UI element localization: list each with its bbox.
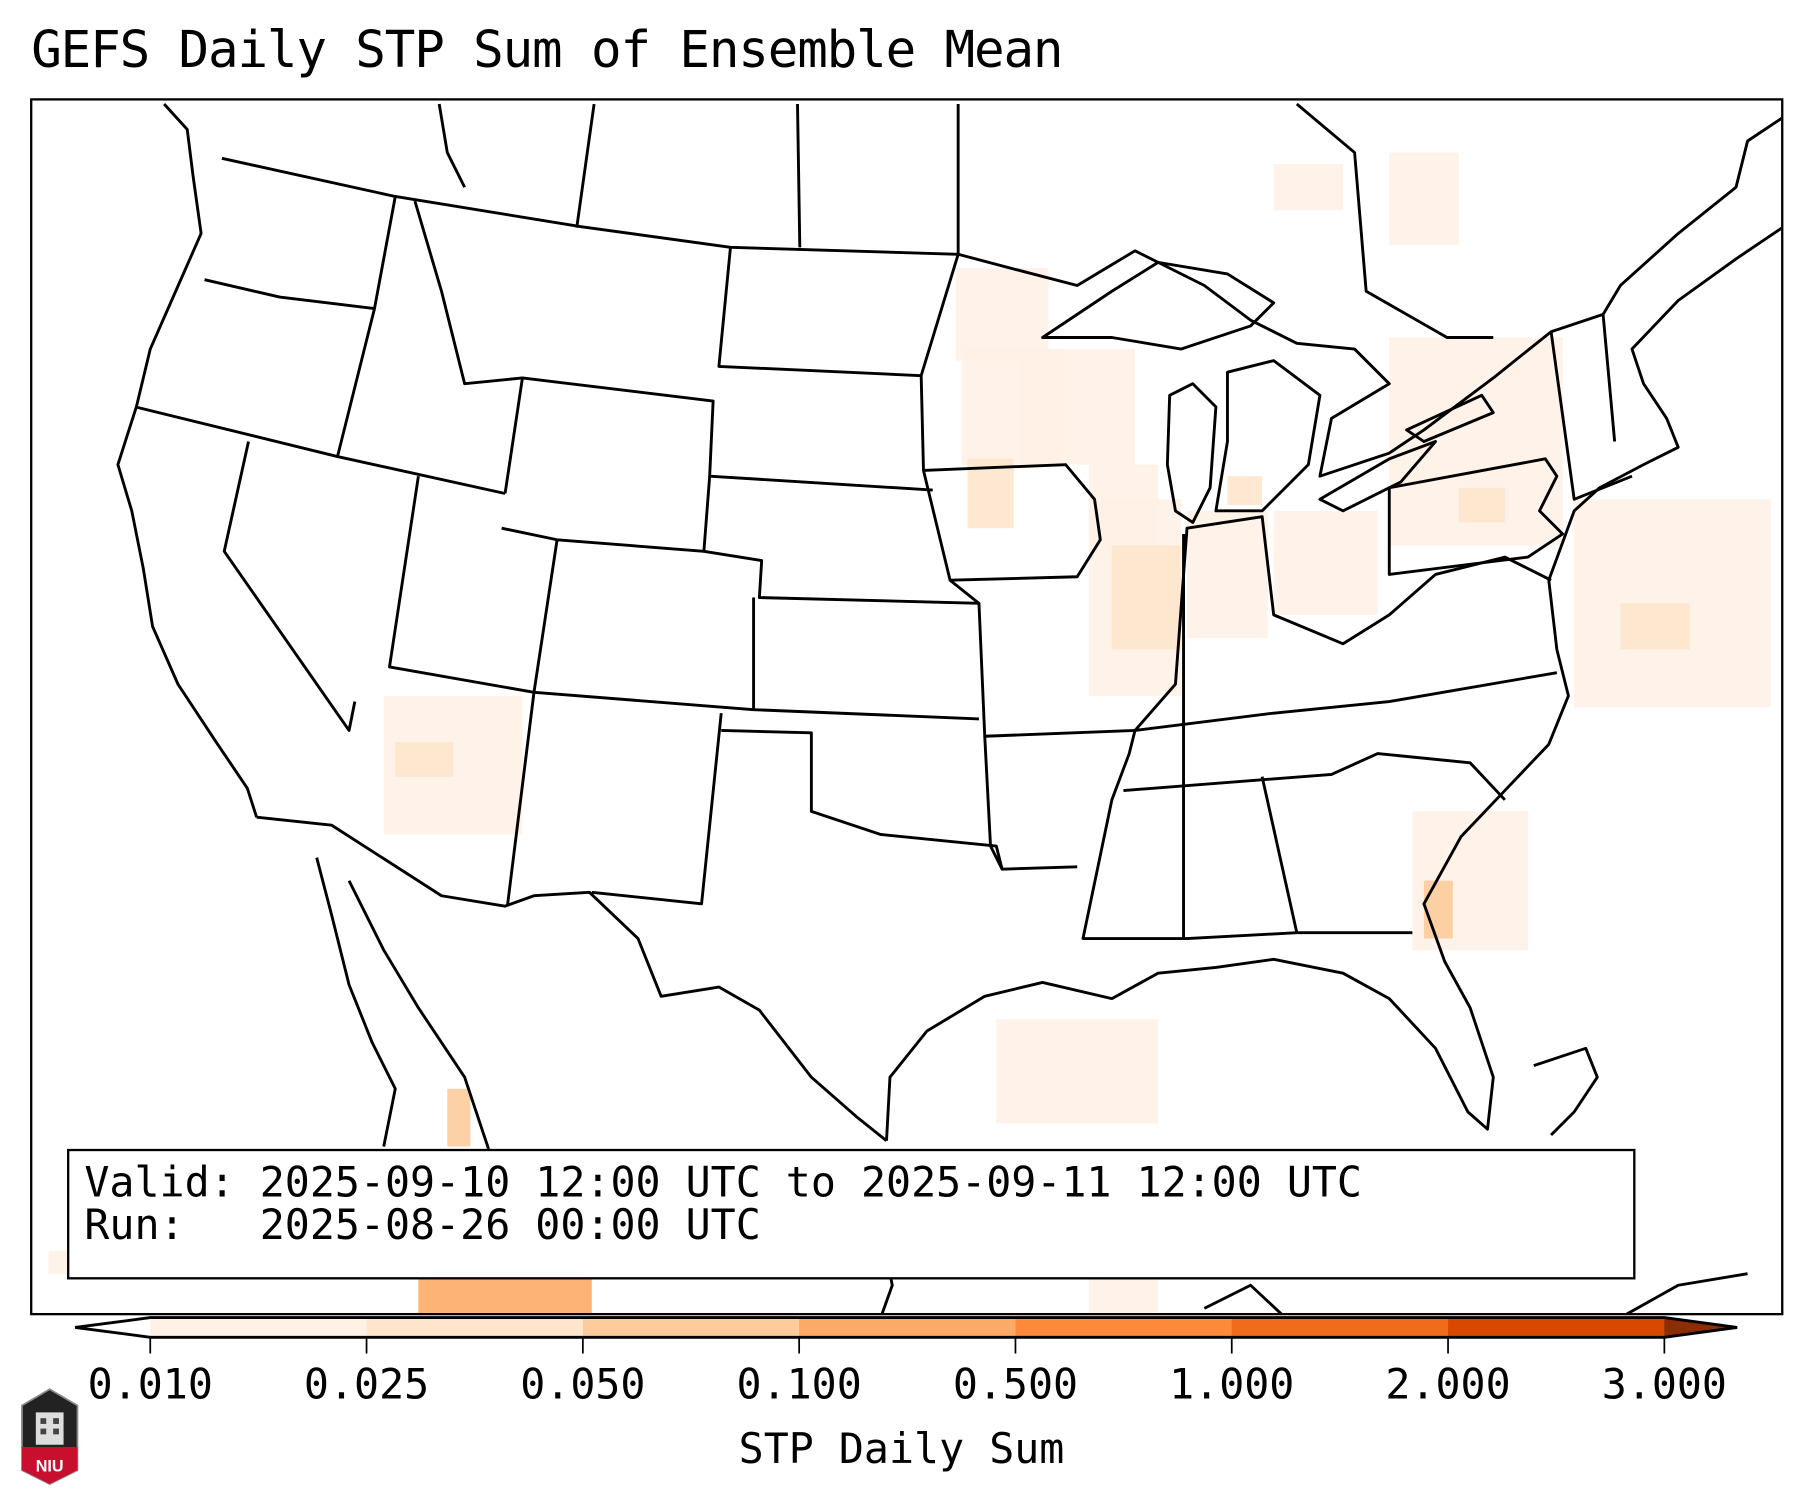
colorbar-bin <box>799 1317 1017 1338</box>
colorbar-tick-label: 0.010 <box>87 1361 213 1409</box>
stp-shaded-cell <box>967 458 1014 529</box>
lake-michigan <box>1165 382 1218 524</box>
stp-shaded-cell <box>1423 880 1453 939</box>
colorbar-label: STP Daily Sum <box>738 1426 1065 1474</box>
valid-run-info-box: Valid: 2025-09-10 12:00 UTC to 2025-09-1… <box>67 1148 1636 1280</box>
run-value: 2025-08-26 00:00 UTC <box>259 1202 761 1250</box>
map-svg <box>48 102 1782 1313</box>
stp-shaded-cell <box>1227 476 1263 506</box>
run-label: Run: <box>84 1202 185 1250</box>
stp-shaded-cell <box>955 268 1049 361</box>
stp-shaded-cell <box>1187 510 1268 639</box>
boundaries <box>116 102 1782 1313</box>
chart-title: GEFS Daily STP Sum of Ensemble Mean <box>31 20 1063 80</box>
colorbar-tick-label: 0.500 <box>952 1361 1079 1409</box>
colorbar-bin <box>1015 1317 1233 1338</box>
colorbar-under-triangle <box>75 1317 151 1338</box>
lake-erie <box>1318 440 1437 513</box>
colorbar-over-triangle <box>1664 1317 1738 1338</box>
colorbar-tick-label: 3.000 <box>1601 1361 1727 1409</box>
stp-shaded-cell <box>1273 164 1344 211</box>
stp-shaded-cell <box>1111 545 1182 650</box>
colorbar-bin <box>582 1317 800 1338</box>
colorbar-bin <box>366 1317 584 1338</box>
lake-ontario <box>1405 393 1495 443</box>
colorbar-tick-label: 0.100 <box>736 1361 862 1409</box>
lake-superior <box>1041 260 1276 351</box>
logo-text: NIU <box>36 1457 64 1475</box>
colorbar-tick-label: 0.025 <box>303 1361 430 1409</box>
stp-shaded-cell <box>1273 510 1378 615</box>
stp-shaded-cell <box>1458 487 1505 523</box>
niu-logo: NIU <box>21 1388 79 1486</box>
map-panel <box>30 98 1784 1316</box>
lower-michigan <box>1214 359 1322 513</box>
colorbar-tick-label: 2.000 <box>1385 1361 1511 1409</box>
colorbar <box>74 1316 1738 1354</box>
stp-shaded-cell <box>395 742 454 777</box>
valid-label: Valid: <box>84 1159 235 1207</box>
colorbar-bin <box>1231 1317 1449 1338</box>
colorbar-tick-label: 1.000 <box>1169 1361 1295 1409</box>
stp-shaded-cell <box>996 1019 1159 1124</box>
stp-shaded-cell <box>1019 349 1135 465</box>
stp-shaded-cell <box>1620 603 1690 650</box>
colorbar-bin <box>150 1317 368 1338</box>
stp-shading <box>48 152 1771 1313</box>
colorbar-bin <box>1448 1317 1665 1338</box>
colorbar-tick-label: 0.050 <box>520 1361 646 1409</box>
gulf-coast <box>885 226 1782 1141</box>
stp-shaded-cell <box>447 1088 471 1147</box>
coastline-west <box>116 103 258 818</box>
valid-value: 2025-09-10 12:00 UTC to 2025-09-11 12:00… <box>259 1159 1362 1207</box>
mexico-border <box>256 815 888 1142</box>
stp-shaded-cell <box>1389 152 1459 246</box>
